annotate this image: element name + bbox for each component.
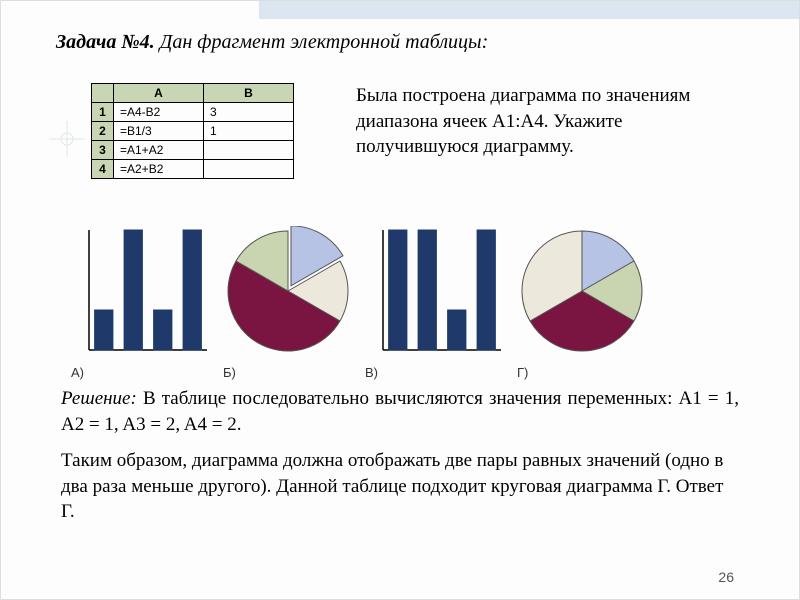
cell: 3	[204, 103, 294, 122]
row-header: 1	[92, 103, 114, 122]
chart-a-block: А)	[71, 226, 211, 380]
bar-chart-a	[71, 226, 211, 356]
chart-label-v: В)	[365, 365, 505, 380]
table-corner	[92, 84, 114, 103]
task-title: Задача №4. Дан фрагмент электронной табл…	[56, 31, 488, 54]
chart-label-b: Б)	[223, 365, 353, 380]
solution-text: В таблице последовательно вычисляются зн…	[61, 388, 739, 435]
decorative-crosshair-icon	[49, 121, 85, 157]
chart-label-g: Г)	[517, 365, 647, 380]
table-row: 2 =B1/3 1	[92, 122, 294, 141]
cell	[204, 160, 294, 179]
cell: 1	[204, 122, 294, 141]
table-row: 3 =A1+A2	[92, 141, 294, 160]
solution-paragraph: Решение: В таблице последовательно вычис…	[61, 386, 739, 437]
cell: =A2+B2	[114, 160, 204, 179]
solution-lead: Решение:	[61, 388, 137, 409]
cell: =B1/3	[114, 122, 204, 141]
conclusion-paragraph: Таким образом, диаграмма должна отобража…	[61, 448, 739, 525]
task-description: Была построена диаграмма по значениям ди…	[356, 83, 744, 160]
cell	[204, 141, 294, 160]
top-decoration-band	[259, 1, 799, 19]
chart-v-block: В)	[365, 226, 505, 380]
spreadsheet-table: A B 1 =A4-B2 3 2 =B1/3 1 3 =A1+A2 4 =A2+…	[91, 83, 294, 179]
chart-b-block: Б)	[223, 226, 353, 380]
pie-chart-g	[517, 226, 647, 356]
charts-row: А) Б) В) Г)	[71, 226, 647, 380]
row-header: 3	[92, 141, 114, 160]
task-number: Задача №4.	[56, 31, 155, 53]
chart-label-a: А)	[71, 365, 211, 380]
cell: =A1+A2	[114, 141, 204, 160]
task-title-rest: Дан фрагмент электронной таблицы:	[155, 31, 489, 53]
row-header: 4	[92, 160, 114, 179]
chart-g-block: Г)	[517, 226, 647, 380]
bar-chart-v	[365, 226, 505, 356]
table-header-a: A	[114, 84, 204, 103]
table-row: 1 =A4-B2 3	[92, 103, 294, 122]
row-header: 2	[92, 122, 114, 141]
table-header-b: B	[204, 84, 294, 103]
cell: =A4-B2	[114, 103, 204, 122]
table-row: 4 =A2+B2	[92, 160, 294, 179]
pie-chart-b	[223, 226, 353, 356]
page-number: 26	[718, 569, 734, 585]
